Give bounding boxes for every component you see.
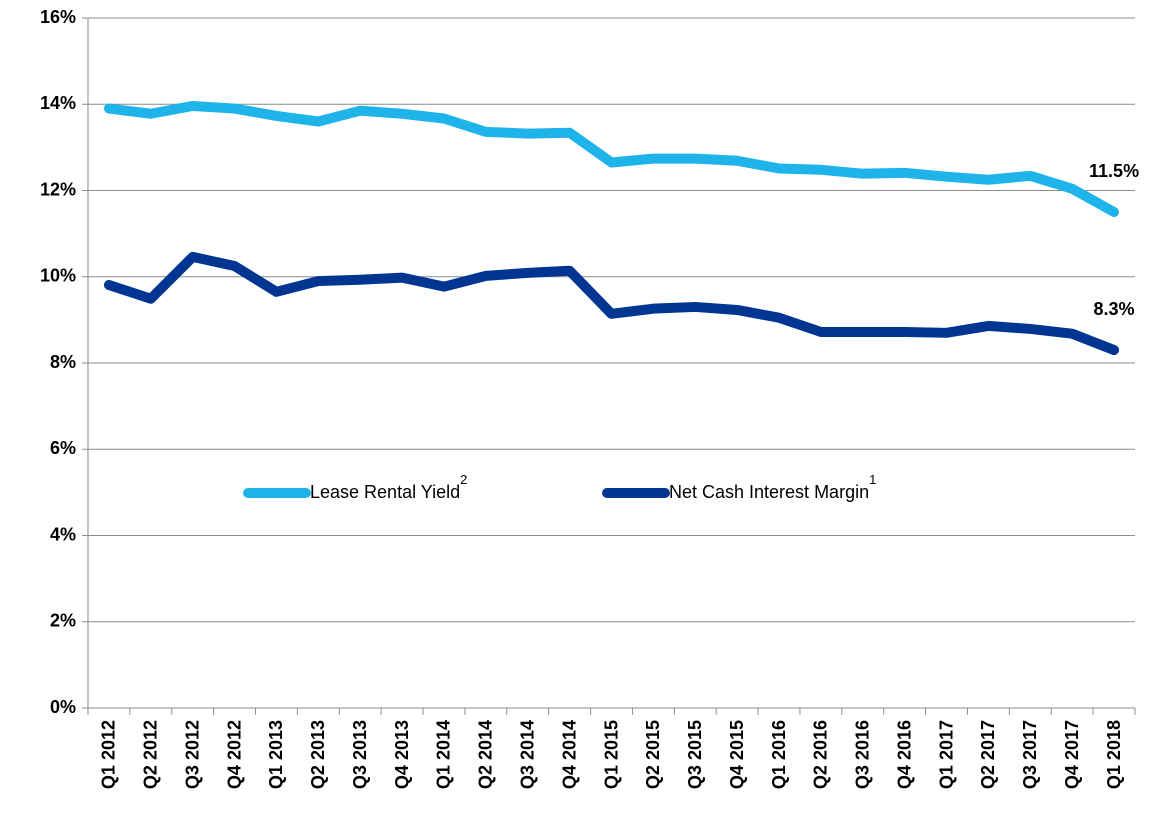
x-tick-label: Q4 2013 — [392, 720, 412, 789]
x-tick-label: Q3 2012 — [182, 720, 202, 789]
x-tick-label: Q2 2014 — [476, 720, 496, 789]
y-tick-label: 2% — [50, 611, 76, 631]
y-tick-label: 12% — [40, 179, 76, 199]
value-label: 11.5% — [1089, 161, 1139, 181]
x-tick-label: Q1 2015 — [601, 720, 621, 789]
legend-footnote: 1 — [869, 472, 876, 487]
y-tick-label: 14% — [40, 93, 76, 113]
y-tick-label: 6% — [50, 438, 76, 458]
x-tick-label: Q3 2015 — [685, 720, 705, 789]
legend-name: Net Cash Interest Margin — [669, 482, 869, 502]
legend-name: Lease Rental Yield — [310, 482, 460, 502]
x-tick-label: Q1 2013 — [266, 720, 286, 789]
x-tick-label: Q3 2017 — [1020, 720, 1040, 789]
legend-label: Net Cash Interest Margin1 — [669, 472, 876, 501]
y-tick-label: 16% — [40, 7, 76, 27]
x-tick-label: Q1 2014 — [434, 720, 454, 789]
x-tick-label: Q1 2012 — [99, 720, 119, 789]
x-tick-label: Q4 2014 — [559, 720, 579, 789]
legend-label: Lease Rental Yield2 — [310, 472, 467, 501]
series-line — [103, 251, 1120, 356]
x-tick-label: Q2 2017 — [978, 720, 998, 789]
x-tick-label: Q4 2016 — [894, 720, 914, 789]
x-tick-label: Q1 2016 — [769, 720, 789, 789]
x-tick-label: Q2 2016 — [811, 720, 831, 789]
x-tick-label: Q1 2018 — [1104, 720, 1124, 789]
y-tick-label: 8% — [50, 352, 76, 372]
x-tick-label: Q2 2015 — [643, 720, 663, 789]
x-tick-label: Q1 2017 — [936, 720, 956, 789]
y-tick-label: 0% — [50, 697, 76, 717]
series-line — [103, 100, 1120, 218]
value-label: 8.3% — [1094, 299, 1135, 319]
y-tick-label: 10% — [40, 266, 76, 286]
x-tick-label: Q2 2013 — [308, 720, 328, 789]
y-tick-label: 4% — [50, 524, 76, 544]
x-tick-label: Q3 2013 — [350, 720, 370, 789]
x-tick-label: Q3 2016 — [853, 720, 873, 789]
x-tick-label: Q4 2012 — [224, 720, 244, 789]
legend-footnote: 2 — [460, 472, 467, 487]
x-tick-label: Q2 2012 — [141, 720, 161, 789]
x-tick-label: Q4 2015 — [727, 720, 747, 789]
x-tick-label: Q4 2017 — [1062, 720, 1082, 789]
x-tick-label: Q3 2014 — [517, 720, 537, 789]
